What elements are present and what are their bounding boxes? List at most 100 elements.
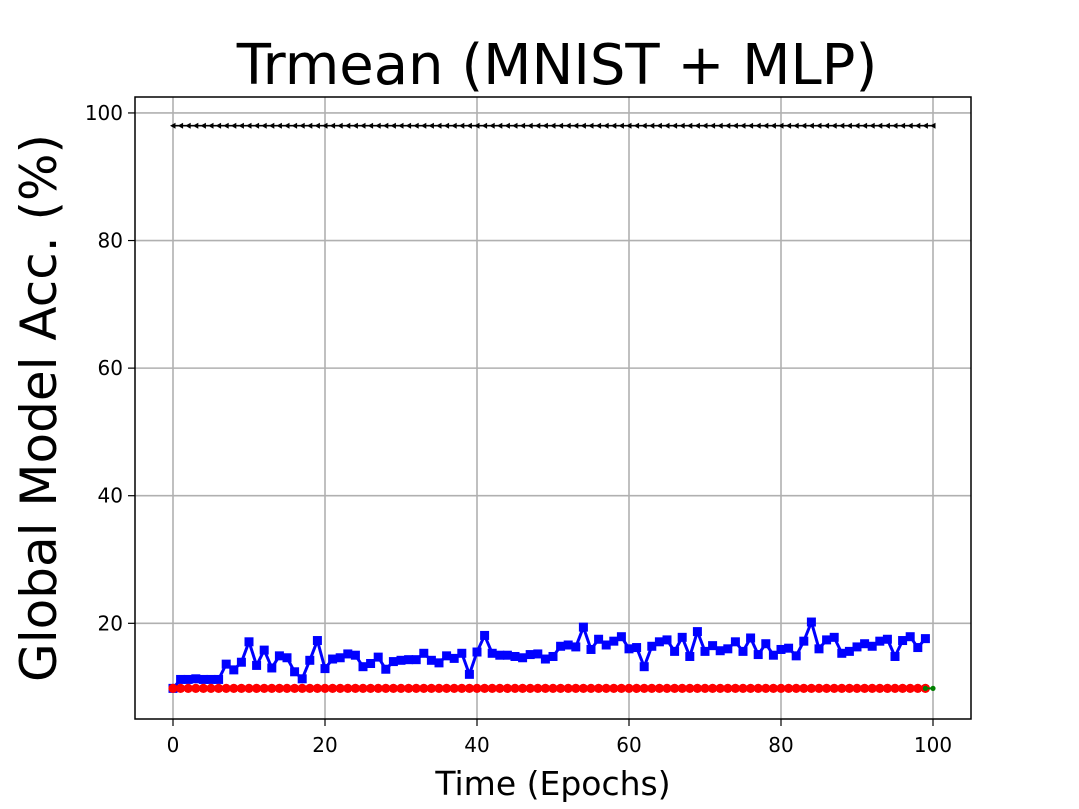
data-point	[692, 683, 703, 693]
data-point	[784, 643, 794, 653]
data-point	[192, 122, 199, 129]
data-point	[426, 655, 436, 665]
data-point	[761, 639, 771, 649]
data-point	[487, 683, 497, 693]
data-point	[785, 122, 792, 129]
data-point	[396, 655, 406, 665]
data-point	[616, 683, 627, 693]
data-point	[624, 683, 634, 693]
data-point	[930, 122, 936, 129]
data-point	[426, 683, 436, 693]
data-point	[206, 674, 216, 684]
grid	[135, 97, 971, 719]
data-point	[510, 683, 520, 693]
data-point	[466, 122, 472, 129]
data-point	[214, 683, 224, 693]
ticks: 0 20 40 60 80 100 20 40 60 80 100	[85, 101, 952, 757]
data-point	[875, 683, 885, 693]
data-point	[586, 683, 596, 693]
data-point	[671, 122, 678, 129]
data-point	[183, 683, 193, 693]
data-point	[221, 683, 231, 693]
data-point	[343, 649, 353, 659]
data-point	[208, 122, 214, 129]
data-point	[829, 632, 839, 642]
series-3	[922, 685, 936, 691]
data-point	[373, 683, 383, 693]
data-point	[215, 122, 222, 129]
data-point	[913, 643, 923, 653]
data-point	[702, 122, 708, 129]
data-point	[603, 122, 609, 129]
data-point	[428, 122, 434, 129]
data-point	[518, 683, 528, 693]
data-point	[540, 683, 551, 693]
data-point	[852, 683, 862, 693]
data-point	[793, 122, 799, 129]
data-point	[442, 683, 452, 693]
data-point	[846, 122, 852, 129]
data-point	[533, 649, 543, 659]
data-point	[420, 122, 427, 129]
data-point	[236, 683, 246, 693]
data-point	[480, 630, 490, 640]
data-point	[261, 122, 267, 129]
data-point	[685, 683, 695, 693]
data-point	[276, 122, 282, 129]
data-point	[312, 683, 322, 693]
y-tick-label: 80	[98, 229, 123, 253]
data-point	[504, 122, 510, 129]
data-point	[867, 641, 877, 651]
data-point	[626, 122, 632, 129]
data-point	[905, 683, 915, 693]
data-point	[594, 634, 604, 644]
data-point	[396, 683, 406, 693]
data-point	[525, 683, 535, 693]
data-point	[305, 655, 315, 665]
y-tick-label: 40	[98, 484, 123, 508]
data-point	[398, 122, 404, 129]
data-point	[770, 122, 776, 129]
data-point	[343, 683, 353, 693]
data-point	[776, 644, 786, 654]
data-point	[580, 122, 586, 129]
data-point	[229, 683, 239, 693]
data-point	[867, 683, 877, 693]
data-point	[882, 634, 892, 644]
data-point	[905, 632, 915, 642]
data-point	[709, 122, 716, 129]
data-point	[518, 653, 528, 663]
data-point	[724, 122, 731, 129]
data-point	[784, 683, 794, 693]
x-tick-label: 0	[167, 733, 180, 757]
data-point	[390, 122, 396, 129]
data-point	[641, 122, 647, 129]
data-point	[753, 650, 763, 660]
data-point	[381, 683, 391, 693]
data-point	[694, 122, 700, 129]
data-point	[708, 683, 718, 693]
data-point	[609, 636, 619, 646]
data-point	[884, 122, 890, 129]
data-point	[920, 634, 930, 644]
data-point	[328, 683, 338, 693]
data-point	[177, 122, 184, 129]
data-point	[601, 640, 611, 650]
data-point	[480, 683, 490, 693]
data-point	[367, 122, 374, 129]
data-point	[329, 122, 336, 129]
data-point	[442, 651, 452, 661]
x-tick-label: 40	[464, 733, 489, 757]
data-point	[464, 683, 474, 693]
data-point	[290, 667, 300, 677]
data-point	[525, 650, 535, 660]
data-point	[451, 122, 457, 129]
data-point	[761, 683, 771, 693]
data-point	[487, 648, 497, 658]
data-point	[299, 122, 305, 129]
data-point	[556, 683, 566, 693]
data-point	[639, 662, 649, 672]
data-point	[198, 683, 208, 693]
data-point	[252, 660, 262, 670]
data-point	[755, 122, 761, 129]
